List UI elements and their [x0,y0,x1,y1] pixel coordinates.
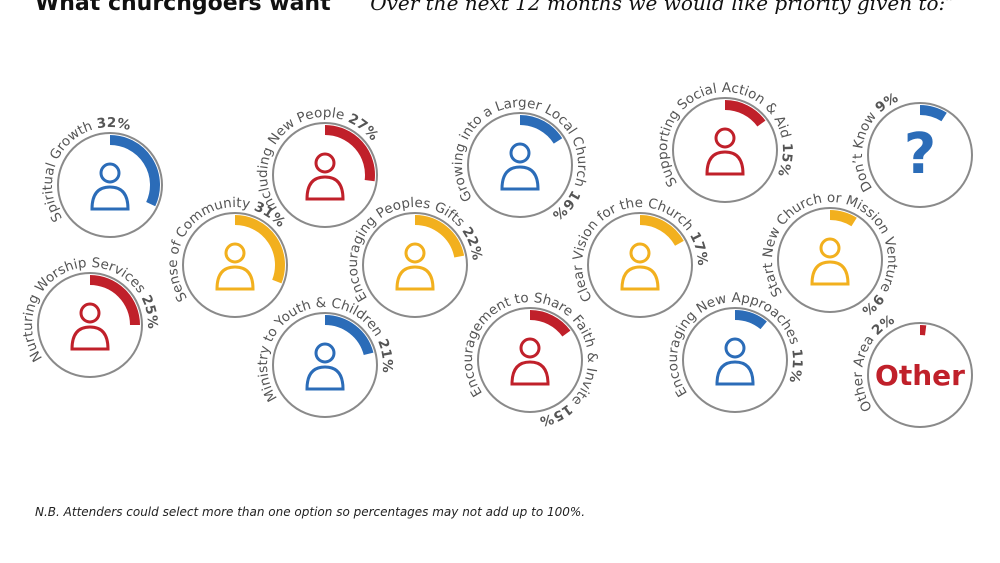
value-arc [639,215,684,246]
icon [500,165,540,191]
item: Sense of Community 31% [165,195,289,318]
ring [477,307,583,413]
icon [70,325,110,351]
item: Encouraging New Approaches 11% [665,290,805,413]
ring [777,207,883,313]
item: Start New Church or Mission Venture 9% [760,190,900,319]
item: Including New People 27% [255,105,382,228]
icon [305,175,345,201]
item-percent: 32% [96,115,133,134]
item-percent: 21% [374,337,395,373]
ring [867,322,973,428]
value-arc [109,135,160,207]
value-arc [414,215,465,258]
value-arc [724,100,766,127]
icon [99,162,121,184]
icon-text: Other [875,359,965,392]
value-arc [919,105,947,122]
item: Nurturing Worship Services 25% [20,255,160,378]
icon [314,152,336,174]
ring [587,212,693,318]
icon [509,142,531,164]
ring [362,212,468,318]
ring [37,272,143,378]
footnote: N.B. Attenders could select more than on… [35,505,585,519]
item: Supporting Social Action & Aid 15% [655,80,795,203]
icon [620,265,660,291]
title: What churchgoers want [35,0,331,16]
item-percent: 15% [774,143,795,179]
ring [672,97,778,203]
item: Growing into a Larger Local Church 16% [450,95,590,224]
icon [714,127,736,149]
icon [810,260,850,286]
item: ?Don’t Know 9% [850,90,973,208]
icon [79,302,101,324]
icon [395,265,435,291]
ring [467,112,573,218]
value-arc [529,310,571,337]
icon [705,150,745,176]
icon [314,342,336,364]
subtitle: “Over the next 12 months we would like p… [360,0,956,15]
value-arc [829,210,857,227]
value-arc [234,215,285,284]
item: Encouragement to Share Faith & Invite 15… [460,290,600,429]
icon [510,360,550,386]
ring [182,212,288,318]
icon [404,242,426,264]
ring [272,122,378,228]
item-percent: 11% [785,348,805,385]
item: Ministry to Youth & Children 21% [255,295,395,418]
icon [224,242,246,264]
value-arc [324,125,375,182]
ring [272,312,378,418]
icon [305,365,345,391]
icon [819,237,841,259]
icon [215,265,255,291]
ring [57,132,163,238]
value-arc [324,315,374,356]
ring [682,307,788,413]
icon-text: ? [904,122,936,187]
icon [724,337,746,359]
value-arc [734,310,767,330]
icon [519,337,541,359]
item: Clear Vision for the Church 17% [570,195,710,318]
icon [715,360,755,386]
icon [90,185,130,211]
ring [867,102,973,208]
item: Spiritual Growth 32% [40,115,163,238]
value-arc [519,115,563,144]
icon [629,242,651,264]
value-arc [89,275,140,326]
item: Encouraging Peoples Gifts 22% [345,195,485,318]
